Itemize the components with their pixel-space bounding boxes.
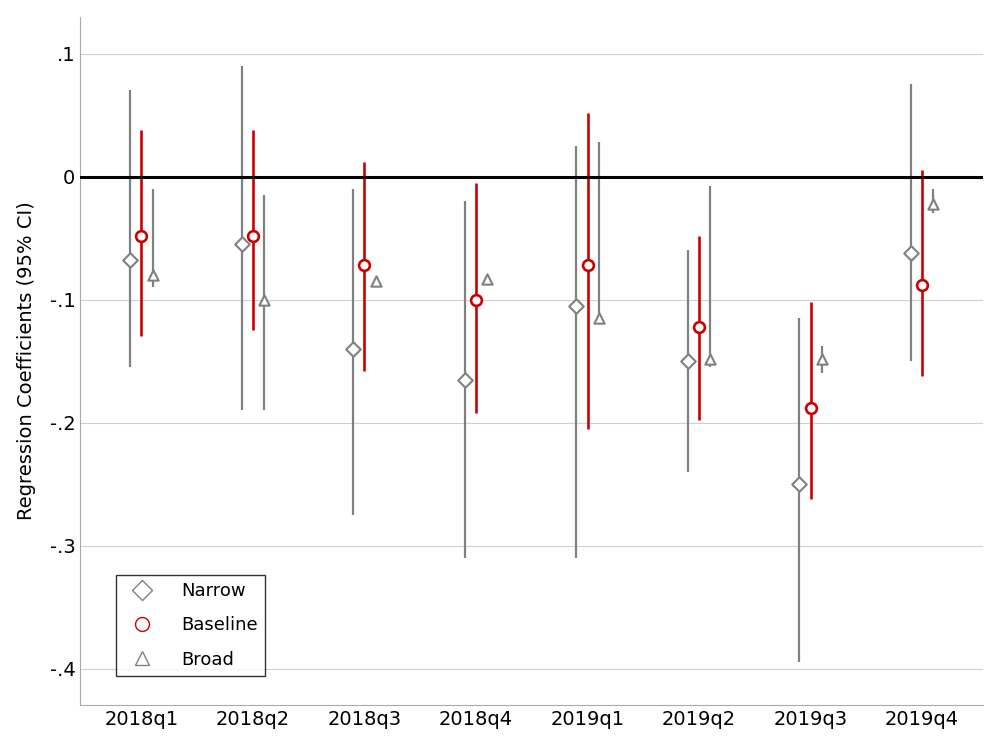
- Point: [925, 198, 941, 210]
- Point: [814, 353, 830, 365]
- Point: [234, 238, 250, 250]
- Point: [803, 402, 819, 414]
- Point: [680, 355, 696, 367]
- Point: [356, 259, 372, 271]
- Point: [345, 343, 361, 355]
- Point: [133, 230, 149, 242]
- Point: [702, 353, 718, 365]
- Point: [568, 300, 584, 312]
- Point: [245, 230, 261, 242]
- Legend: Narrow, Baseline, Broad: Narrow, Baseline, Broad: [116, 575, 265, 676]
- Point: [580, 259, 596, 271]
- Point: [591, 312, 607, 324]
- Point: [479, 273, 495, 285]
- Point: [903, 247, 919, 259]
- Point: [122, 254, 138, 266]
- Point: [256, 294, 272, 306]
- Point: [457, 374, 473, 386]
- Point: [145, 269, 161, 281]
- Point: [468, 294, 484, 306]
- Point: [691, 321, 707, 333]
- Point: [368, 275, 384, 287]
- Point: [791, 478, 807, 490]
- Point: [914, 279, 930, 291]
- Y-axis label: Regression Coefficients (95% CI): Regression Coefficients (95% CI): [17, 201, 36, 521]
